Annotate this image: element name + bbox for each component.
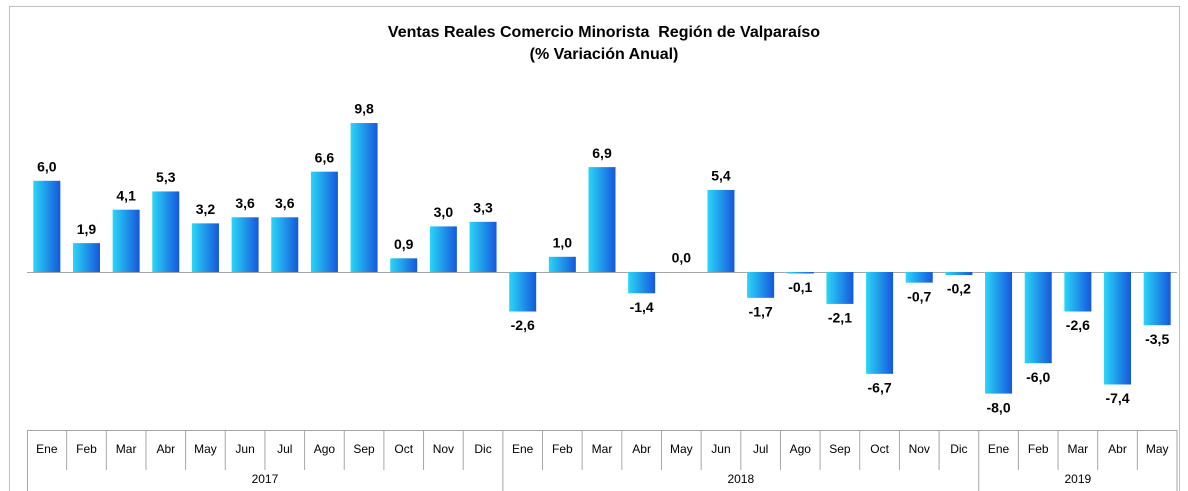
value-label: -0,7 xyxy=(907,288,931,304)
bar xyxy=(1024,272,1052,364)
x-tick-label: Jun xyxy=(235,442,254,456)
x-tick-label: Ago xyxy=(790,442,812,456)
value-label: -3,5 xyxy=(1145,331,1169,347)
x-tick-label: Jul xyxy=(277,442,292,456)
value-label: 5,4 xyxy=(711,168,731,184)
chart-subtitle: (% Variación Anual) xyxy=(530,46,679,63)
value-label: -6,7 xyxy=(868,380,892,396)
value-label: -0,2 xyxy=(947,281,971,297)
value-label: -1,7 xyxy=(749,304,773,320)
bar xyxy=(866,272,894,374)
bar xyxy=(786,272,814,274)
bar xyxy=(112,209,140,272)
value-label: -2,6 xyxy=(511,317,535,333)
value-label: 3,3 xyxy=(473,200,493,216)
bar xyxy=(191,223,219,272)
bar xyxy=(1064,272,1092,312)
x-tick-label: May xyxy=(194,442,217,456)
bar xyxy=(826,272,854,304)
x-tick-label: Dic xyxy=(950,442,967,456)
bar xyxy=(310,171,338,272)
bar xyxy=(588,167,616,272)
bar xyxy=(390,258,418,272)
value-label: -6,0 xyxy=(1026,369,1050,385)
x-tick-label: Mar xyxy=(116,442,137,456)
x-tick-label: Dic xyxy=(474,442,491,456)
bar xyxy=(72,243,100,272)
x-tick-label: Ene xyxy=(36,442,58,456)
x-tick-label: Abr xyxy=(632,442,651,456)
x-tick-label: Feb xyxy=(552,442,573,456)
bar xyxy=(271,217,299,272)
bar xyxy=(707,189,735,272)
group-label: 2017 xyxy=(252,472,279,486)
x-tick-label: Abr xyxy=(156,442,175,456)
chart-border xyxy=(9,6,1180,491)
x-tick-label: Feb xyxy=(76,442,97,456)
x-tick-label: Jul xyxy=(753,442,768,456)
value-label: -8,0 xyxy=(986,399,1010,415)
value-label: -1,4 xyxy=(630,299,654,315)
x-tick-label: Nov xyxy=(433,442,454,456)
bar xyxy=(152,191,180,272)
x-tick-label: Feb xyxy=(1028,442,1049,456)
bar xyxy=(509,272,537,312)
value-label: -7,4 xyxy=(1105,390,1129,406)
bar xyxy=(548,256,576,272)
x-tick-label: Ene xyxy=(988,442,1010,456)
value-label: 3,2 xyxy=(196,201,216,217)
x-tick-label: Mar xyxy=(1068,442,1089,456)
x-tick-label: Oct xyxy=(394,442,413,456)
bar xyxy=(350,123,378,272)
x-tick-label: Nov xyxy=(909,442,930,456)
value-label: 0,9 xyxy=(394,236,414,252)
x-tick-label: Abr xyxy=(1108,442,1127,456)
x-tick-label: Jun xyxy=(711,442,730,456)
x-tick-label: Sep xyxy=(829,442,851,456)
bar xyxy=(231,217,259,272)
value-label: -2,1 xyxy=(828,310,852,326)
bar xyxy=(905,272,933,283)
x-tick-label: Ene xyxy=(512,442,534,456)
x-tick-label: Oct xyxy=(870,442,889,456)
bar xyxy=(1104,272,1132,385)
bar xyxy=(985,272,1013,394)
x-tick-label: Mar xyxy=(592,442,613,456)
value-label: 1,0 xyxy=(553,235,573,251)
group-label: 2019 xyxy=(1065,472,1092,486)
bar xyxy=(747,272,775,298)
group-label: 2018 xyxy=(727,472,754,486)
value-label: 4,1 xyxy=(116,187,136,203)
value-label: 0,0 xyxy=(672,250,692,266)
value-label: 3,6 xyxy=(275,195,295,211)
chart-title: Ventas Reales Comercio Minorista Región … xyxy=(388,24,820,41)
bar xyxy=(945,272,973,276)
value-label: -0,1 xyxy=(788,279,812,295)
value-label: 3,0 xyxy=(434,204,454,220)
value-label: -2,6 xyxy=(1066,317,1090,333)
value-label: 9,8 xyxy=(354,101,374,117)
bar xyxy=(628,272,656,294)
bar xyxy=(469,221,497,272)
x-tick-label: May xyxy=(670,442,693,456)
bar xyxy=(429,226,457,272)
bar xyxy=(1143,272,1171,326)
value-label: 3,6 xyxy=(235,195,255,211)
value-label: 6,6 xyxy=(315,149,335,165)
value-label: 1,9 xyxy=(77,221,97,237)
value-label: 6,0 xyxy=(37,159,57,175)
bar xyxy=(33,180,61,272)
value-label: 5,3 xyxy=(156,169,176,185)
value-label: 6,9 xyxy=(592,145,612,161)
x-tick-label: Ago xyxy=(314,442,336,456)
x-tick-label: Sep xyxy=(353,442,375,456)
x-tick-label: May xyxy=(1146,442,1169,456)
